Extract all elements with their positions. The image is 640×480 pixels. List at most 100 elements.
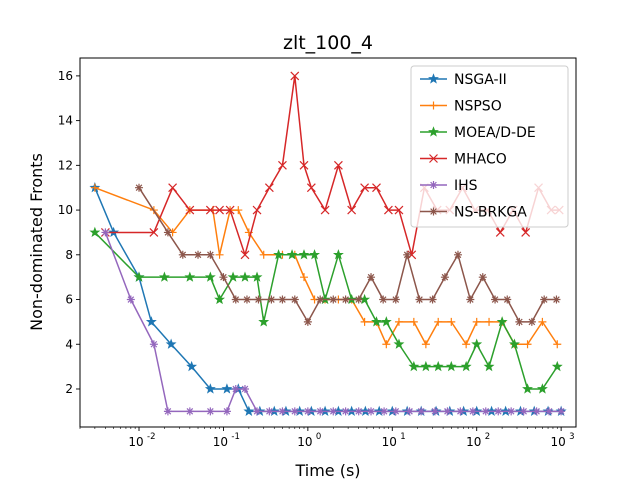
- legend-entry-ns-brkga: NS-BRKGA: [420, 205, 527, 221]
- data-point: [215, 205, 224, 215]
- legend-box: [410, 65, 569, 228]
- data-point: [254, 295, 263, 304]
- data-point: [552, 295, 561, 304]
- data-point: [165, 338, 177, 349]
- data-point: [290, 71, 300, 81]
- data-point: [253, 407, 262, 416]
- data-point: [519, 407, 528, 416]
- legend-entry-ihs: IHS: [420, 178, 478, 194]
- data-point: [214, 293, 226, 305]
- data-point: [393, 338, 405, 349]
- data-point: [303, 317, 312, 326]
- legend-label: MOEA/D-DE: [454, 125, 536, 141]
- legend-entry-nsga-ii: NSGA-II: [420, 72, 507, 88]
- data-point: [90, 183, 99, 192]
- data-point: [231, 384, 240, 393]
- data-point: [299, 273, 308, 282]
- data-point: [240, 250, 250, 260]
- data-point: [163, 228, 172, 237]
- data-point: [557, 407, 566, 416]
- data-point: [265, 407, 274, 416]
- data-point: [215, 250, 224, 259]
- data-point: [194, 250, 203, 259]
- x-tick-label: 10: [382, 435, 397, 449]
- data-point: [227, 271, 239, 282]
- data-point: [360, 183, 370, 193]
- data-point: [320, 205, 330, 215]
- data-point: [417, 407, 426, 416]
- data-point: [309, 249, 320, 260]
- data-point: [503, 295, 512, 304]
- data-point: [306, 183, 316, 193]
- data-point: [472, 317, 481, 326]
- data-point: [380, 316, 392, 327]
- data-point: [403, 250, 412, 259]
- data-point: [391, 407, 400, 416]
- data-point: [341, 407, 350, 416]
- data-point: [509, 338, 520, 349]
- legend: NSGA-II NSPSO MOEA/D-DE MHACO IHS NS-BRKGA: [410, 65, 569, 228]
- data-point: [168, 183, 178, 193]
- data-point: [491, 295, 500, 304]
- data-point: [380, 407, 389, 416]
- legend-entry-nspso: NSPSO: [420, 99, 502, 115]
- data-point: [478, 273, 487, 282]
- data-point: [329, 295, 338, 304]
- series-ihs: [101, 228, 566, 416]
- data-point: [536, 383, 548, 394]
- data-point: [483, 360, 495, 372]
- y-tick-label: 16: [58, 69, 73, 83]
- data-point: [538, 317, 547, 326]
- data-point: [421, 340, 430, 349]
- data-point: [258, 316, 270, 327]
- data-point: [329, 407, 338, 416]
- data-point: [290, 407, 299, 416]
- data-point: [383, 205, 393, 215]
- legend-marker: [429, 207, 438, 216]
- legend-marker: [429, 181, 438, 189]
- data-point: [394, 317, 403, 326]
- data-point: [496, 316, 508, 327]
- data-point: [485, 317, 494, 326]
- data-point: [462, 340, 471, 349]
- data-point: [145, 316, 157, 327]
- y-tick-label: 12: [58, 158, 73, 172]
- data-point: [290, 295, 299, 304]
- data-point: [367, 407, 376, 416]
- legend-label: IHS: [454, 178, 478, 194]
- x-tick-label: 10: [466, 435, 481, 449]
- data-point: [360, 317, 369, 326]
- legend-entry-moea-d-de: MOEA/D-DE: [420, 125, 536, 141]
- data-point: [278, 295, 287, 304]
- data-point: [372, 183, 381, 193]
- y-tick-label: 2: [65, 382, 73, 396]
- plot-frame: [79, 57, 577, 428]
- data-point: [466, 295, 475, 304]
- data-point: [367, 273, 376, 282]
- data-point: [240, 384, 249, 393]
- data-point: [553, 340, 562, 349]
- data-point: [273, 249, 285, 260]
- x-tick-label: 10: [213, 435, 228, 449]
- data-point: [523, 340, 532, 349]
- data-point: [515, 317, 524, 326]
- data-point: [126, 295, 135, 304]
- x-tick-label: 10: [128, 435, 143, 449]
- data-point: [204, 383, 216, 394]
- data-point: [332, 249, 344, 260]
- data-point: [206, 250, 215, 259]
- data-point: [135, 183, 144, 192]
- data-point: [432, 360, 444, 372]
- series-ns-brkga: [135, 183, 561, 326]
- data-point: [371, 316, 382, 327]
- legend-label: MHACO: [454, 152, 507, 168]
- data-point: [447, 317, 456, 326]
- data-point: [242, 295, 251, 304]
- data-point: [158, 271, 170, 282]
- y-tick-label: 6: [65, 293, 73, 307]
- data-point: [495, 228, 505, 237]
- data-point: [303, 407, 312, 416]
- legend-label: NSGA-II: [454, 72, 507, 88]
- data-point: [405, 407, 414, 416]
- data-point: [434, 317, 443, 326]
